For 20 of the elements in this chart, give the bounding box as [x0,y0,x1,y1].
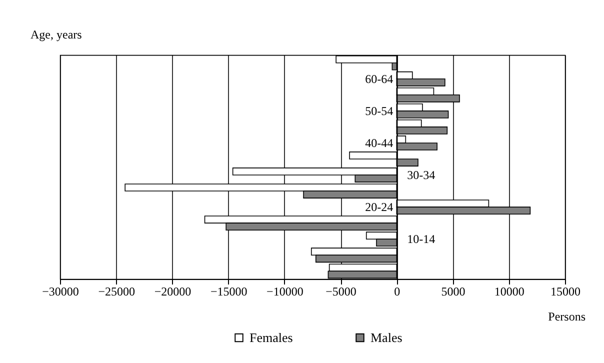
x-tick-label: −15000 [210,284,248,298]
y-tick-label: 10-14 [407,232,436,246]
x-tick-label: −30000 [42,284,79,298]
y-tick-label: 40-44 [365,136,394,150]
y-axis-title: Age, years [30,28,82,42]
legend-label: Females [250,330,293,345]
y-tick-label: 50-54 [365,104,394,118]
x-tick-label: 0 [394,284,400,298]
y-tick-label: 30-34 [407,168,436,182]
y-tick-label: 60-64 [365,72,394,86]
x-tick-label: 10000 [494,284,524,298]
y-tick-label: 20-24 [365,200,394,214]
x-axis-title: Persons [548,310,586,324]
x-tick-label: −20000 [154,284,192,298]
x-tick-label: 15000 [550,284,580,298]
x-tick-label: 5000 [441,284,466,298]
legend-label: Males [370,330,402,345]
x-tick-label: −5000 [326,284,356,298]
x-tick-label: −25000 [98,284,135,298]
x-tick-label: −10000 [266,284,304,298]
